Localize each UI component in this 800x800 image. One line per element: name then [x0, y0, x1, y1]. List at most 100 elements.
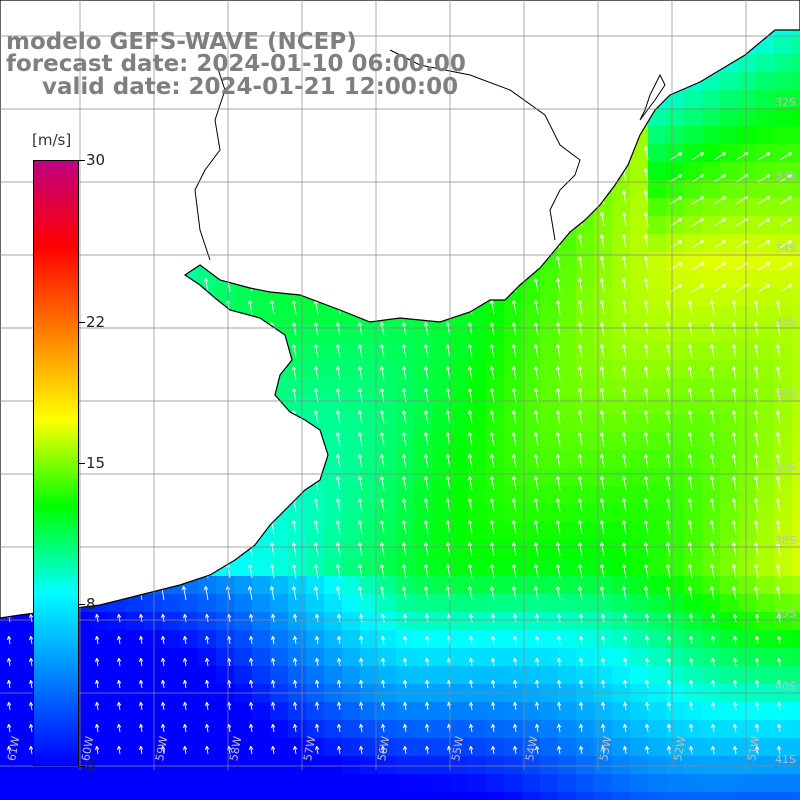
wind-arrow: [621, 321, 627, 337]
field-cell: [0, 774, 18, 792]
wind-arrow: [687, 409, 693, 425]
field-cell: [486, 792, 504, 800]
wind-arrow: [511, 541, 517, 557]
field-cell: [306, 378, 324, 396]
wind-arrow: [599, 343, 605, 359]
field-cell: [504, 522, 522, 540]
field-cell: [450, 720, 468, 738]
wind-arrow: [445, 497, 451, 513]
field-cell: [360, 612, 378, 630]
field-cell: [792, 702, 800, 720]
wind-arrow: [95, 701, 100, 711]
field-cell: [522, 792, 540, 800]
wind-arrow: [315, 745, 320, 755]
wind-arrow: [687, 563, 693, 579]
wind-arrow: [665, 475, 671, 491]
wind-arrow: [599, 431, 605, 447]
field-cell: [108, 630, 126, 648]
field-cell: [702, 396, 720, 414]
field-cell: [756, 648, 774, 666]
field-cell: [324, 630, 342, 648]
field-cell: [270, 774, 288, 792]
field-cell: [576, 270, 594, 288]
field-cell: [630, 216, 648, 234]
wind-arrow: [777, 657, 782, 667]
wind-arrow: [313, 541, 319, 557]
wind-arrow: [381, 657, 386, 667]
wind-arrow: [599, 519, 605, 535]
field-cell: [648, 630, 666, 648]
field-cell: [306, 576, 324, 594]
field-cell: [720, 198, 738, 216]
wind-arrow: [577, 233, 583, 249]
field-cell: [396, 594, 414, 612]
wind-arrow: [445, 365, 451, 381]
wind-arrow: [293, 635, 298, 645]
field-cell: [756, 522, 774, 540]
field-cell: [504, 630, 522, 648]
field-cell: [792, 324, 800, 342]
field-cell: [774, 630, 792, 648]
field-cell: [450, 342, 468, 360]
field-cell: [144, 612, 162, 630]
wind-arrow: [687, 453, 693, 469]
colorbar-unit: [m/s]: [32, 131, 72, 149]
field-cell: [126, 594, 144, 612]
field-cell: [342, 396, 360, 414]
field-cell: [90, 666, 108, 684]
field-cell: [630, 648, 648, 666]
wind-arrow: [489, 299, 495, 315]
field-cell: [666, 288, 684, 306]
field-cell: [360, 756, 378, 774]
field-cell: [576, 594, 594, 612]
field-cell: [486, 702, 504, 720]
field-cell: [756, 450, 774, 468]
field-cell: [576, 630, 594, 648]
field-cell: [306, 540, 324, 558]
wind-arrow: [665, 563, 671, 579]
wind-arrow: [533, 299, 539, 315]
field-cell: [558, 324, 576, 342]
wind-arrow: [713, 152, 727, 161]
field-cell: [450, 792, 468, 800]
wind-arrow: [691, 284, 705, 293]
field-cell: [702, 540, 720, 558]
wind-arrow: [359, 635, 364, 645]
field-cell: [306, 666, 324, 684]
wind-arrow: [731, 497, 737, 513]
field-cell: [612, 576, 630, 594]
field-cell: [684, 540, 702, 558]
lagoa-mirim: [639, 73, 666, 121]
field-cell: [324, 324, 342, 342]
field-cell: [774, 414, 792, 432]
field-cell: [756, 576, 774, 594]
field-cell: [342, 720, 360, 738]
field-cell: [90, 774, 108, 792]
field-cell: [558, 342, 576, 360]
field-cell: [378, 540, 396, 558]
field-cell: [630, 630, 648, 648]
field-cell: [738, 126, 756, 144]
wind-arrow: [139, 723, 144, 733]
field-cell: [342, 576, 360, 594]
field-cell: [432, 468, 450, 486]
field-cell: [594, 306, 612, 324]
wind-arrow: [425, 613, 430, 623]
wind-arrow: [357, 321, 363, 337]
wind-arrow: [335, 585, 341, 601]
field-cell: [324, 468, 342, 486]
wind-arrow: [511, 519, 517, 535]
field-cell: [666, 738, 684, 756]
field-cell: [648, 270, 666, 288]
field-cell: [630, 666, 648, 684]
wind-arrow: [445, 585, 451, 601]
wind-arrow: [711, 701, 716, 711]
field-cell: [54, 774, 72, 792]
field-cell: [666, 594, 684, 612]
wind-arrow: [557, 679, 562, 689]
wind-arrow: [533, 365, 539, 381]
wind-arrow: [711, 745, 716, 755]
wind-arrow: [139, 679, 144, 689]
field-cell: [468, 324, 486, 342]
wind-arrow: [709, 585, 715, 601]
